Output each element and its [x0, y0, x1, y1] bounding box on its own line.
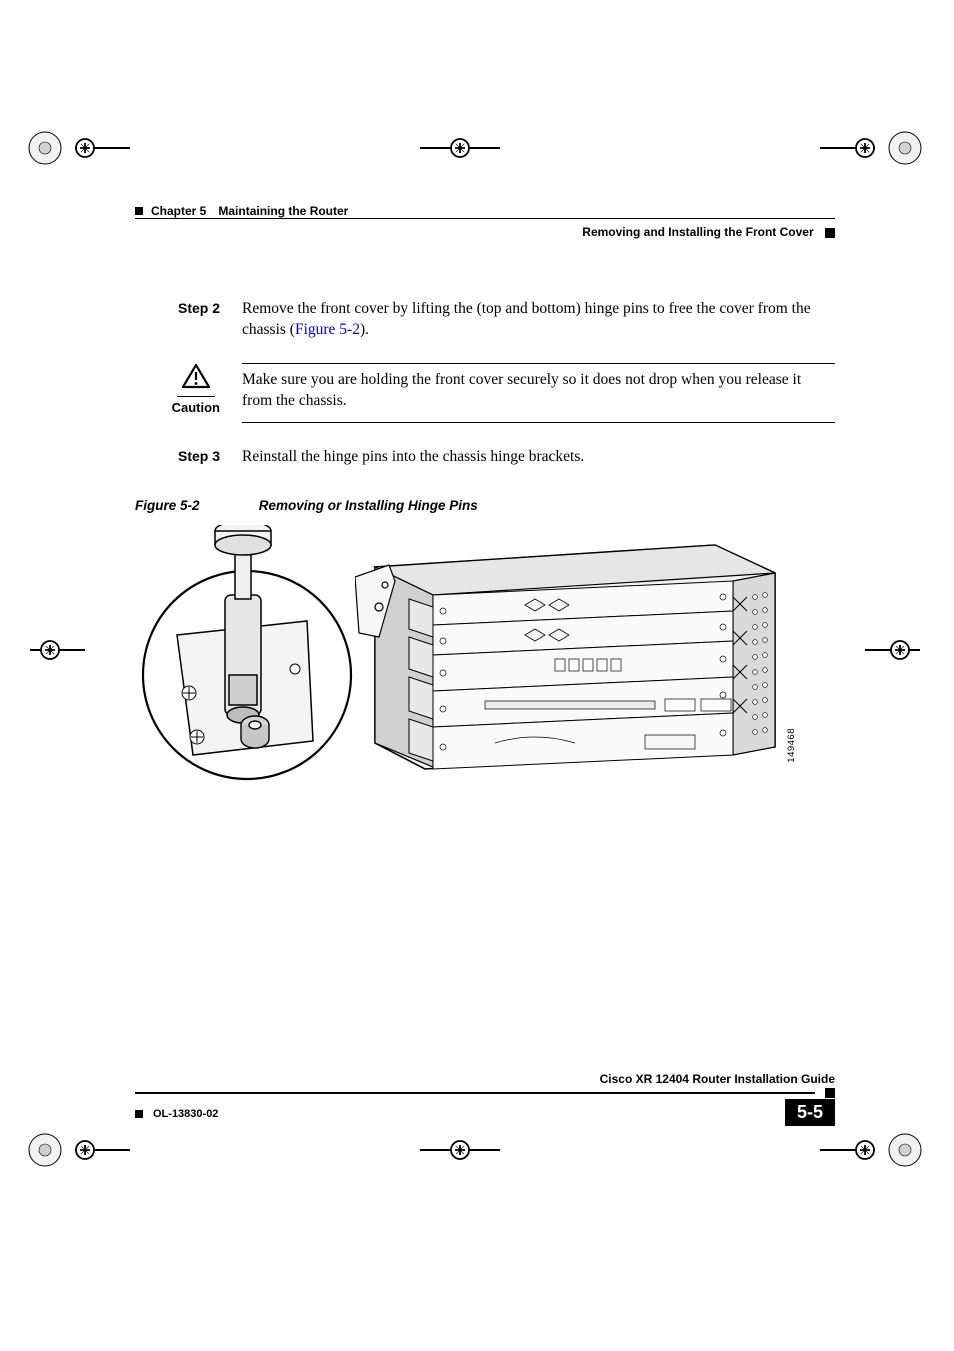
- header-square-icon: [825, 228, 835, 238]
- footer-square-icon: [135, 1110, 143, 1118]
- footer-square-icon: [825, 1088, 835, 1098]
- caution-icon-wrap: Caution: [172, 363, 220, 415]
- step-body: Reinstall the hinge pins into the chassi…: [242, 447, 835, 468]
- page-subheader: Removing and Installing the Front Cover: [135, 219, 835, 239]
- router-chassis-icon: [355, 537, 785, 773]
- caution-body: Make sure you are holding the front cove…: [242, 363, 835, 423]
- figure-number: Figure 5-2: [135, 498, 255, 513]
- hinge-pin-detail-icon: [137, 525, 359, 787]
- section-title: Removing and Installing the Front Cover: [582, 225, 813, 239]
- step-body: Remove the front cover by lifting the (t…: [242, 299, 835, 341]
- page-content: Chapter 5 Maintaining the Router Removin…: [135, 200, 835, 793]
- figure-title: Removing or Installing Hinge Pins: [259, 498, 478, 513]
- step-text-after: ).: [360, 321, 369, 338]
- figure-caption: Figure 5-2 Removing or Installing Hinge …: [135, 498, 835, 513]
- crop-mark-icon: [20, 118, 140, 178]
- page-number: 5-5: [785, 1099, 835, 1126]
- step-2: Step 2 Remove the front cover by lifting…: [135, 299, 835, 341]
- chapter-label: Chapter 5: [151, 204, 206, 218]
- section-title-wrap: Removing and Installing the Front Cover: [582, 219, 835, 239]
- crop-mark-icon: [810, 118, 930, 178]
- step-label: Step 3: [135, 447, 242, 468]
- page-root: Chapter 5 Maintaining the Router Removin…: [0, 0, 954, 1351]
- chapter-title: Maintaining the Router: [218, 204, 348, 218]
- caution-triangle-icon: [181, 363, 211, 389]
- page-header: Chapter 5 Maintaining the Router: [135, 200, 835, 218]
- step-label: Step 2: [135, 299, 242, 341]
- crop-mark-icon: [20, 1120, 140, 1180]
- step-3: Step 3 Reinstall the hinge pins into the…: [135, 447, 835, 468]
- header-left: Chapter 5 Maintaining the Router: [135, 200, 348, 218]
- figure-illustration: 149468: [135, 525, 795, 793]
- crop-mark-icon: [20, 620, 140, 680]
- footer-bottom: OL-13830-02 5-5: [135, 1101, 835, 1126]
- crop-mark-icon: [400, 118, 520, 178]
- crop-mark-icon: [810, 1120, 930, 1180]
- crop-mark-icon: [400, 1120, 520, 1180]
- footer-doc-number: OL-13830-02: [153, 1108, 218, 1120]
- page-footer: Cisco XR 12404 Router Installation Guide…: [135, 1072, 835, 1126]
- figure-xref-link[interactable]: Figure 5-2: [295, 321, 360, 338]
- footer-rule-wrap: [135, 1088, 835, 1098]
- header-square-icon: [135, 207, 143, 215]
- caution-label: Caution: [172, 400, 220, 415]
- figure-art-id: 149468: [786, 728, 797, 763]
- caution-block: Caution Make sure you are holding the fr…: [135, 363, 835, 423]
- figure-5-2: Figure 5-2 Removing or Installing Hinge …: [135, 498, 835, 793]
- footer-guide-title: Cisco XR 12404 Router Installation Guide: [135, 1072, 835, 1086]
- footer-left: OL-13830-02: [135, 1108, 218, 1120]
- caution-underline: [177, 396, 215, 397]
- caution-left: Caution: [135, 363, 242, 423]
- footer-rule: [135, 1092, 815, 1094]
